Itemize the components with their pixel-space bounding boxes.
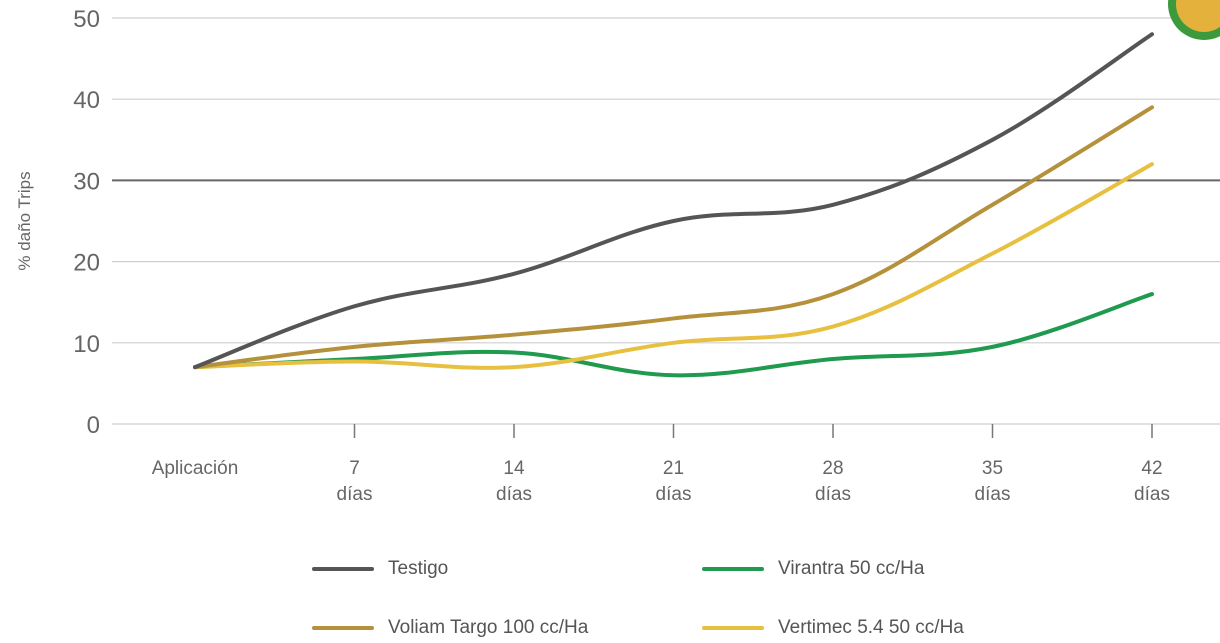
y-tick-label-20: 20 [73, 250, 100, 277]
x-tick-label-2: 14 [503, 458, 525, 479]
y-tick-label-40: 40 [73, 87, 100, 114]
series-line-voliam-targo-100-cc-ha [193, 105, 1154, 370]
brand-logo [1168, 0, 1220, 40]
y-tick-label-50: 50 [73, 6, 100, 33]
y-tick-label-0: 0 [87, 412, 100, 439]
x-tick-label-3: 21 [663, 458, 684, 479]
x-tick-sublabel-1: días [337, 484, 373, 505]
y-tick-label-30: 30 [73, 168, 100, 195]
x-tick-sublabel-3: días [656, 484, 692, 505]
y-tick-label-10: 10 [73, 331, 100, 358]
series-line-testigo [193, 32, 1154, 370]
series-line-virantra-50-cc-ha [193, 292, 1154, 378]
x-tick-label-5: 35 [982, 458, 1003, 479]
x-tick-sublabel-6: días [1134, 484, 1170, 505]
y-axis-label: % daño Trips [15, 171, 34, 270]
x-tick-label-0: Aplicación [152, 458, 239, 479]
x-tick-sublabel-2: días [496, 484, 532, 505]
x-tick-sublabel-4: días [815, 484, 851, 505]
x-tick-label-4: 28 [822, 458, 843, 479]
series-line-vertimec-5-4-50-cc-ha [193, 162, 1154, 370]
x-tick-label-1: 7 [349, 458, 360, 479]
x-tick-label-6: 42 [1141, 458, 1162, 479]
x-tick-sublabel-5: días [975, 484, 1011, 505]
